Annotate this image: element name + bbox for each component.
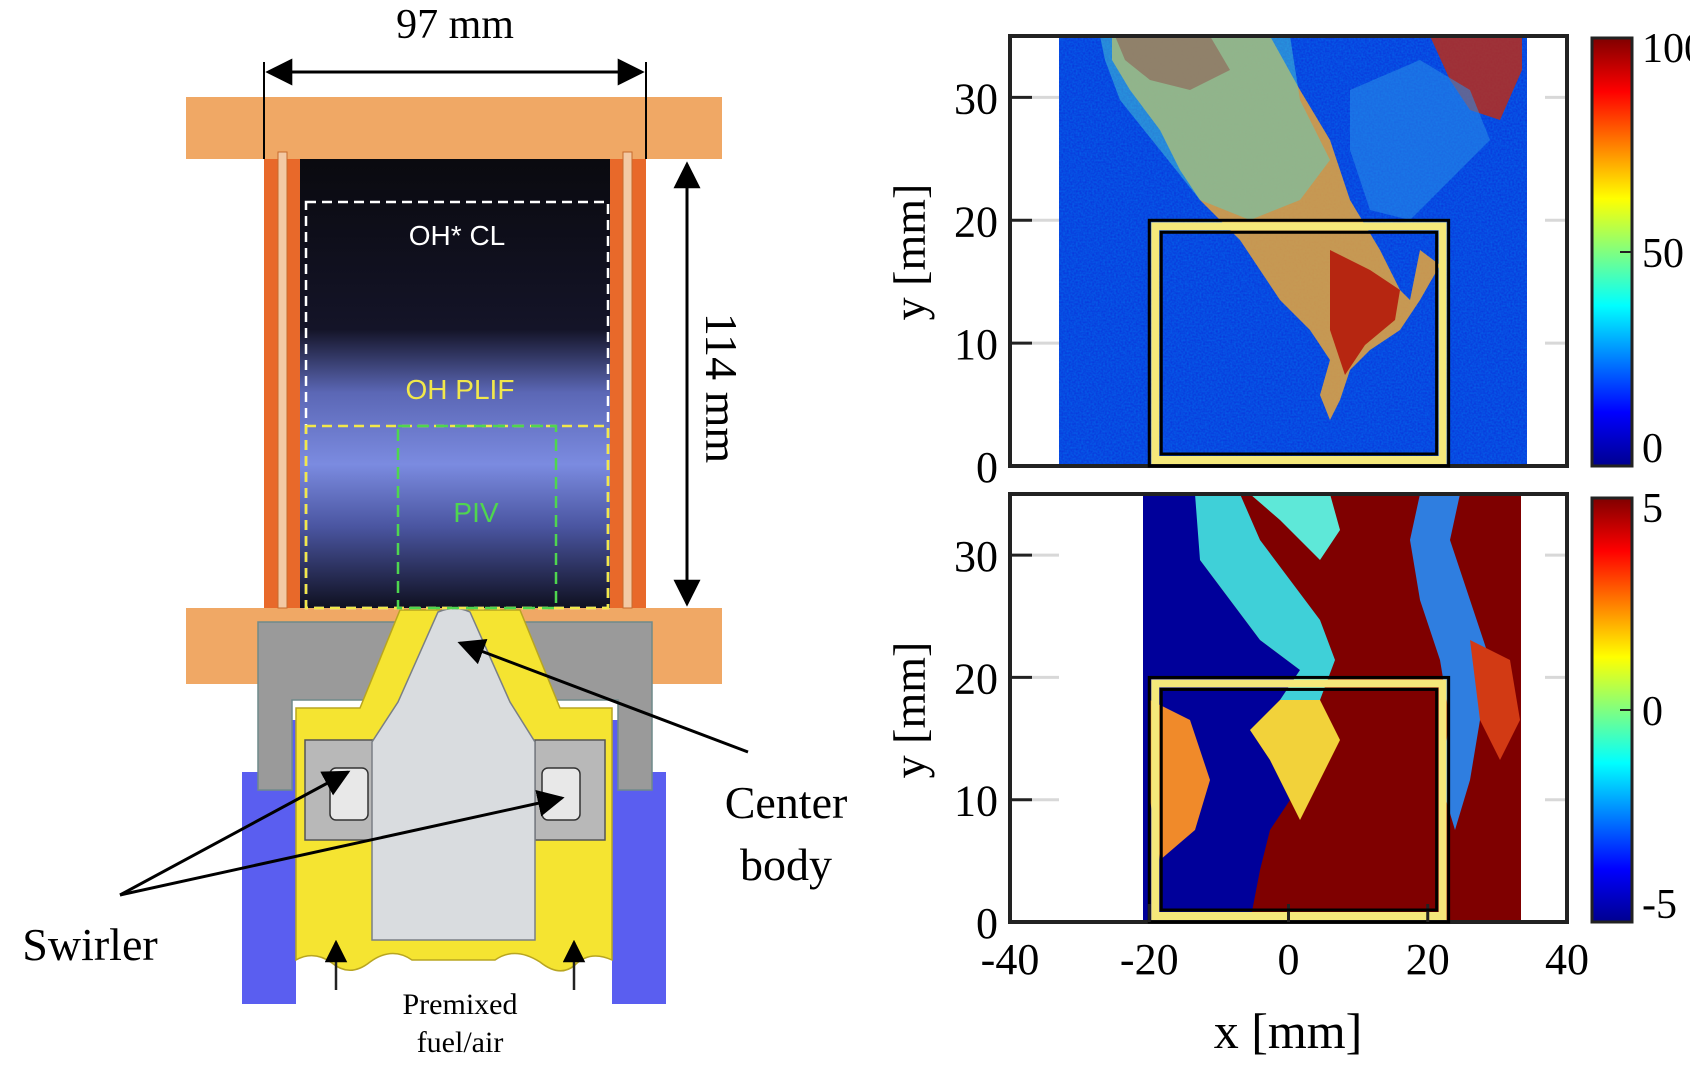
piv-box bbox=[396, 424, 558, 610]
bottom-x-tick-label: -20 bbox=[1120, 935, 1179, 984]
bottom-colorbar-tick-label: 5 bbox=[1642, 486, 1663, 532]
top-mid-region bbox=[1100, 36, 1330, 220]
combustor-diagram: 97 mm 114 mm OH* CL OH PLIF PIV Center b… bbox=[22, 2, 847, 1059]
bottom-band-1 bbox=[1195, 494, 1335, 720]
bottom-colorbar-tick-label: -5 bbox=[1642, 882, 1677, 928]
bottom-band-3 bbox=[1150, 700, 1210, 860]
blue-housing-left bbox=[242, 772, 296, 1004]
top-chart: 0 10 20 30 y [mm] 0 50 100 bbox=[884, 26, 1690, 492]
center-body-label-line2: body bbox=[740, 839, 832, 890]
bottom-y-tick-label: 20 bbox=[954, 654, 998, 703]
width-label: 97 mm bbox=[396, 2, 514, 48]
top-y-tick-label: 10 bbox=[954, 320, 998, 369]
top-mid-right bbox=[1350, 60, 1490, 220]
swirler-arrow-right bbox=[119, 790, 565, 897]
top-left-blank bbox=[1010, 36, 1059, 466]
swirler-vane-right-slot bbox=[541, 767, 581, 821]
top-y-tick-label: 20 bbox=[954, 197, 998, 246]
center-body-arrow bbox=[457, 638, 749, 754]
top-gridlines bbox=[1010, 95, 1567, 345]
top-hot-core bbox=[1115, 36, 1230, 90]
bottom-x-tick-label: 20 bbox=[1406, 935, 1450, 984]
bottom-x-tick-label: 0 bbox=[1278, 935, 1300, 984]
inlet-label-line1: Premixed bbox=[403, 988, 518, 1021]
liner-left-inner bbox=[277, 151, 288, 609]
bottom-x-tick-label: -40 bbox=[981, 935, 1040, 984]
top-hot-core-2 bbox=[1330, 250, 1400, 375]
swirler-vane-left-slot bbox=[329, 767, 369, 821]
bottom-left-blank bbox=[1010, 494, 1143, 922]
height-label: 114 mm bbox=[696, 313, 747, 464]
top-highlight-box bbox=[1147, 218, 1451, 468]
top-y-ticks: 0 10 20 30 bbox=[954, 74, 998, 492]
top-hot-right bbox=[1430, 36, 1522, 120]
swirler-label: Swirler bbox=[22, 919, 157, 970]
bottom-highlight-box-inner bbox=[1159, 687, 1439, 912]
oh-plif-label: OH PLIF bbox=[406, 374, 515, 405]
bottom-y-tick-label: 10 bbox=[954, 777, 998, 826]
bottom-heatmap-features bbox=[1143, 494, 1520, 922]
bottom-x-tick-label: 40 bbox=[1545, 935, 1589, 984]
bottom-colorbar-ticks: -5 0 5 bbox=[1620, 486, 1677, 928]
top-right-blank bbox=[1527, 36, 1567, 466]
bottom-right-streak bbox=[1410, 494, 1490, 830]
bottom-x-ticks: -40 -20 0 20 40 bbox=[981, 904, 1589, 984]
bottom-gridlines bbox=[1010, 553, 1567, 802]
top-colorbar-tick-label: 100 bbox=[1642, 26, 1690, 72]
bottom-top-cyan bbox=[1250, 494, 1340, 560]
bottom-y-tick-label: 0 bbox=[976, 899, 998, 948]
inlet-label-line2: fuel/air bbox=[417, 1026, 504, 1059]
oh-cl-label: OH* CL bbox=[409, 220, 505, 251]
swirler-arrow-left bbox=[119, 770, 351, 897]
bottom-chart: 0 10 20 30 -40 -20 0 20 40 y [mm] x [mm] -5 0 5 bbox=[884, 486, 1677, 1059]
bottom-band-2 bbox=[1250, 700, 1340, 820]
top-flange bbox=[186, 97, 722, 159]
top-y-tick-label: 30 bbox=[954, 74, 998, 123]
top-y-tick-label: 0 bbox=[976, 443, 998, 492]
oh-cl-box bbox=[304, 200, 610, 610]
bottom-y-tick-label: 30 bbox=[954, 532, 998, 581]
bottom-right-streak-2 bbox=[1470, 640, 1520, 760]
bottom-highlight-box-yellow bbox=[1151, 679, 1447, 921]
bottom-x-axis-label: x [mm] bbox=[1214, 1003, 1363, 1059]
liner-right-inner bbox=[622, 151, 633, 609]
top-colorbar-tick-label: 50 bbox=[1642, 231, 1684, 277]
top-colorbar-ticks: 0 50 100 bbox=[1620, 26, 1690, 472]
top-highlight-box-yellow bbox=[1151, 222, 1447, 464]
center-body bbox=[371, 607, 536, 941]
bottom-highlight-box bbox=[1147, 675, 1451, 924]
top-highlight-box-inner bbox=[1159, 230, 1439, 456]
bottom-y-axis-label: y [mm] bbox=[884, 642, 935, 779]
top-y-axis-label: y [mm] bbox=[884, 184, 935, 321]
top-colorbar-tick-label: 0 bbox=[1642, 426, 1663, 472]
piv-label: PIV bbox=[453, 497, 498, 528]
bottom-y-ticks: 0 10 20 30 bbox=[954, 532, 998, 948]
blue-housing-right bbox=[612, 772, 666, 1004]
center-body-label-line1: Center bbox=[725, 777, 848, 828]
bottom-right-blank bbox=[1521, 494, 1567, 922]
bottom-colorbar-tick-label: 0 bbox=[1642, 689, 1663, 735]
